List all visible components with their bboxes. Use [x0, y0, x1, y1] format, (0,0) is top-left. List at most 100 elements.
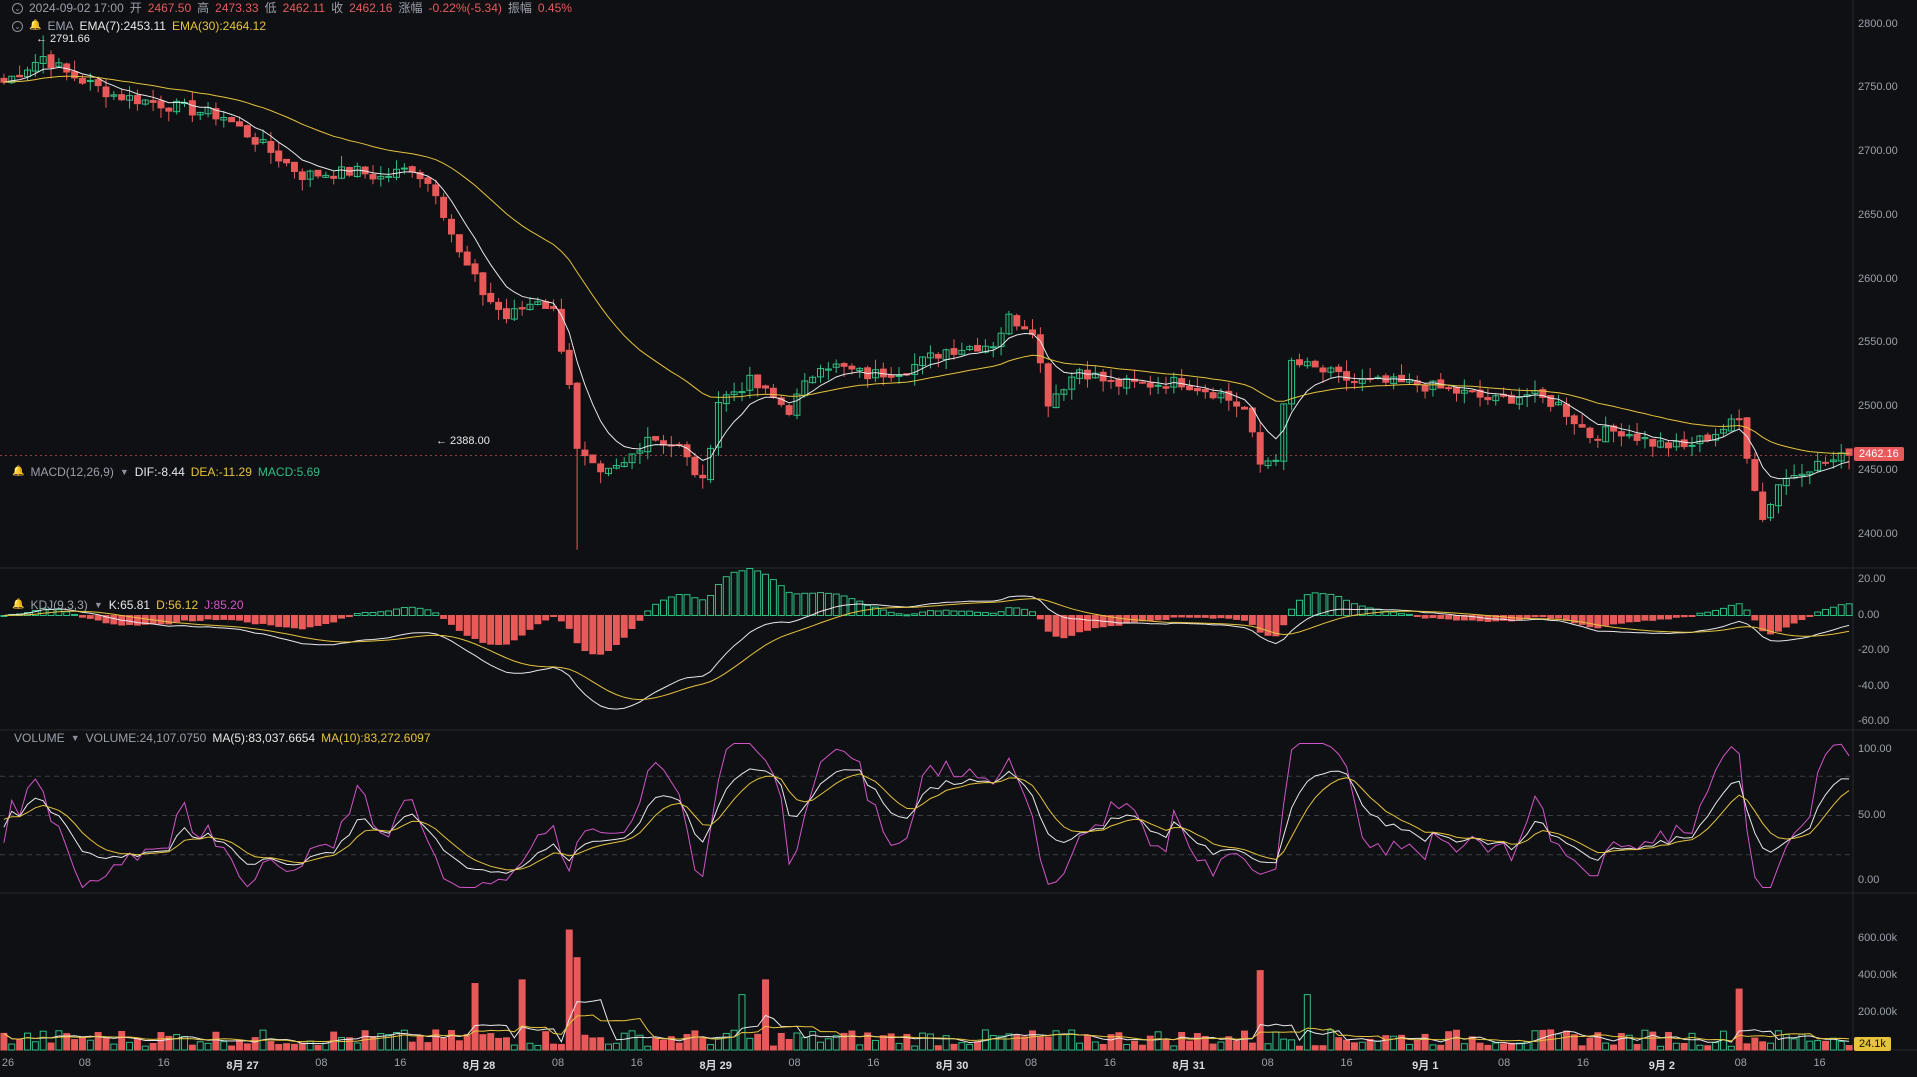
volume-bar: [526, 1042, 534, 1051]
macd-histogram-bar: [1193, 615, 1201, 618]
macd-histogram-bar: [1256, 615, 1264, 633]
volume-bar: [188, 1044, 196, 1051]
candle-body: [432, 184, 440, 197]
candle-body: [1170, 376, 1178, 388]
volume-bar: [149, 1043, 157, 1051]
caret-down-icon[interactable]: ▼: [70, 733, 80, 743]
volume-bar: [1437, 1044, 1445, 1051]
bell-icon[interactable]: 🔔: [12, 599, 25, 610]
volume-bar: [730, 1029, 738, 1051]
candle-body: [714, 401, 722, 448]
bell-icon[interactable]: 🔔: [12, 466, 25, 477]
macd-axis-tick: 0.00: [1858, 608, 1880, 621]
macd-histogram-bar: [785, 591, 793, 616]
volume-bar: [502, 1037, 510, 1051]
volume-bar: [102, 1037, 110, 1051]
macd-histogram-bar: [652, 603, 660, 617]
volume-bar: [1688, 1032, 1696, 1051]
price-axis-bg: [1853, 0, 1917, 1077]
candle-body: [188, 100, 196, 116]
macd-histogram-bar: [1091, 615, 1099, 629]
volume-bar: [23, 1032, 31, 1051]
macd-histogram-bar: [832, 593, 840, 616]
volume-value: VOLUME:24,107.0750: [85, 731, 207, 745]
ema-name[interactable]: EMA: [47, 19, 74, 33]
candle-body: [1021, 326, 1029, 330]
candle-body: [573, 382, 581, 449]
candle-body: [1759, 491, 1767, 520]
candle-body: [777, 397, 785, 405]
candle-body: [126, 95, 134, 101]
candle-body: [424, 177, 432, 184]
macd-histogram-bar: [628, 615, 636, 630]
macd-histogram-bar: [1366, 607, 1374, 617]
candle-body: [518, 307, 526, 310]
volume-bar: [243, 1043, 251, 1051]
volume-axis-tick: 400.00k: [1858, 969, 1898, 982]
volume-bar: [628, 1030, 636, 1051]
caret-down-icon[interactable]: ▼: [93, 600, 103, 610]
volume-bar: [1170, 1045, 1178, 1051]
volume-bar: [1052, 1030, 1060, 1051]
volume-bar: [754, 1033, 762, 1051]
volume-bar: [777, 1032, 785, 1051]
candle-body: [86, 79, 94, 83]
volume-bar: [440, 1038, 448, 1051]
candle-body: [338, 166, 346, 179]
volume-bar: [997, 1035, 1005, 1051]
volume-name[interactable]: VOLUME: [14, 731, 65, 745]
macd-histogram-bar: [1217, 615, 1225, 619]
volume-ma10-line: [3, 1014, 1850, 1043]
candle-body: [1029, 329, 1036, 335]
candle-body: [94, 79, 102, 87]
volume-bar: [1083, 1035, 1091, 1051]
volume-bar: [958, 1042, 966, 1051]
candle-body: [620, 462, 628, 467]
macd-histogram-bar: [1625, 615, 1633, 623]
volume-bar: [1272, 1031, 1280, 1051]
candle-body: [487, 292, 495, 303]
candle-body: [997, 332, 1005, 348]
macd-histogram-bar: [526, 615, 534, 630]
volume-bar: [400, 1029, 408, 1051]
open-value: 2467.50: [147, 1, 192, 15]
collapse-icon[interactable]: ⌄: [12, 20, 23, 32]
volume-bar: [1154, 1031, 1162, 1051]
volume-bar: [1515, 1042, 1523, 1051]
candle-body: [557, 308, 565, 352]
candle-body: [1335, 366, 1343, 373]
candle-body: [1201, 388, 1209, 393]
macd-histogram-bar: [722, 576, 730, 617]
candle-body: [911, 364, 919, 375]
high-label: 高: [197, 1, 210, 15]
volume-bar: [919, 1032, 927, 1051]
macd-histogram-bar: [667, 596, 675, 617]
volume-bar: [1358, 1041, 1366, 1051]
volume-legend: VOLUME ▼ VOLUME:24,107.0750 MA(5):83,037…: [14, 731, 431, 745]
volume-bar: [118, 1030, 126, 1051]
macd-histogram-bar: [1076, 615, 1084, 633]
volume-bar: [1295, 1045, 1303, 1051]
candle-body: [1327, 367, 1335, 373]
macd-histogram-bar: [416, 607, 424, 617]
macd-histogram-bar: [275, 615, 283, 627]
candle-body: [950, 348, 958, 355]
volume-bar: [63, 1033, 71, 1051]
volume-bar: [369, 1036, 377, 1051]
candle-body: [1193, 388, 1201, 392]
time-axis-tick: 16: [867, 1057, 880, 1069]
macd-histogram-bar: [165, 615, 173, 625]
macd-histogram-bar: [1657, 615, 1665, 620]
macd-histogram-bar: [361, 612, 369, 617]
macd-histogram-bar: [691, 597, 699, 616]
macd-histogram-bar: [353, 613, 361, 616]
volume-bar: [16, 1039, 24, 1051]
kdj-name[interactable]: KDJ(9,3,3): [30, 598, 88, 612]
eye-icon[interactable]: ⌄: [12, 2, 23, 14]
macd-name[interactable]: MACD(12,26,9): [30, 465, 114, 479]
macd-histogram-bar: [471, 615, 479, 639]
macd-histogram-bar: [1610, 615, 1618, 625]
caret-down-icon[interactable]: ▼: [119, 467, 129, 477]
bell-icon[interactable]: 🔔: [29, 20, 42, 31]
